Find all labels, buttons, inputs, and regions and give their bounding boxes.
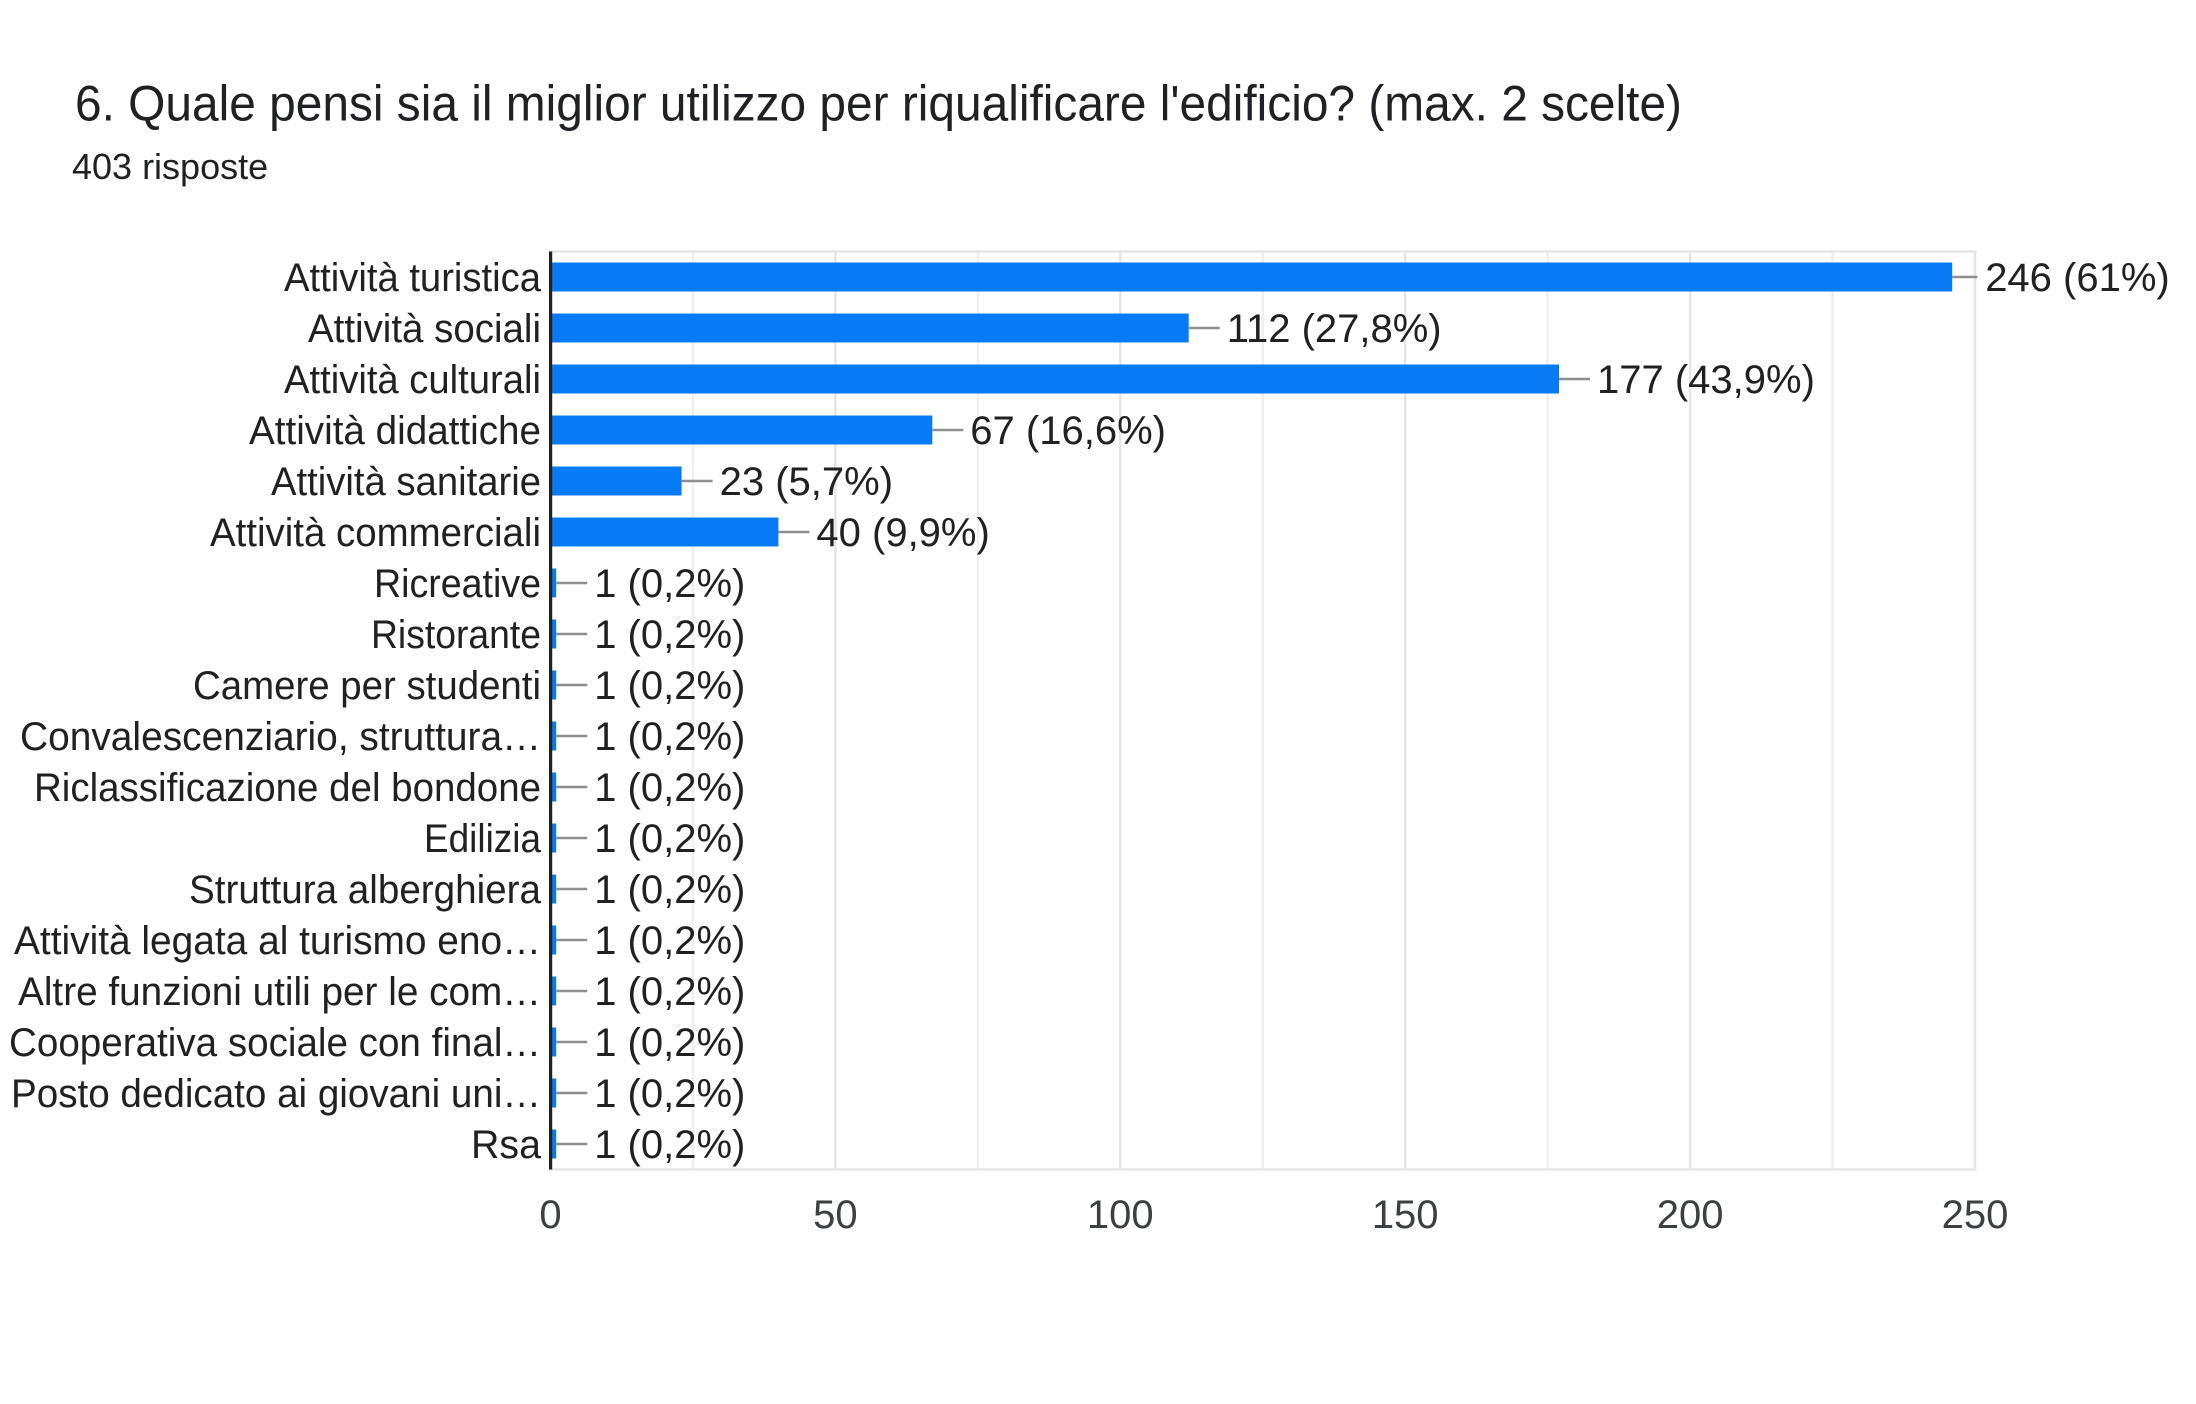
svg-text:Convalescenziario, struttura…: Convalescenziario, struttura… [20, 715, 541, 759]
svg-text:1 (0,2%): 1 (0,2%) [594, 664, 745, 708]
svg-text:0: 0 [539, 1193, 561, 1237]
svg-text:Attività culturali: Attività culturali [284, 358, 541, 402]
svg-text:Ristorante: Ristorante [371, 613, 541, 657]
svg-text:1 (0,2%): 1 (0,2%) [594, 919, 745, 963]
svg-text:Attività sociali: Attività sociali [308, 307, 541, 351]
svg-text:403 risposte: 403 risposte [72, 146, 268, 187]
svg-text:1 (0,2%): 1 (0,2%) [594, 613, 745, 657]
svg-text:67 (16,6%): 67 (16,6%) [970, 409, 1166, 453]
svg-text:Ricreative: Ricreative [374, 562, 541, 606]
svg-text:50: 50 [813, 1193, 858, 1237]
svg-text:112 (27,8%): 112 (27,8%) [1227, 307, 1442, 351]
svg-text:Attività turistica: Attività turistica [284, 256, 542, 300]
svg-text:Posto dedicato ai giovani uni…: Posto dedicato ai giovani uni… [11, 1072, 541, 1116]
svg-text:1 (0,2%): 1 (0,2%) [594, 1123, 745, 1167]
svg-text:Struttura alberghiera: Struttura alberghiera [189, 868, 542, 912]
svg-text:177 (43,9%): 177 (43,9%) [1597, 358, 1815, 402]
svg-text:1 (0,2%): 1 (0,2%) [594, 970, 745, 1014]
svg-text:1 (0,2%): 1 (0,2%) [594, 1072, 745, 1116]
svg-text:Attività sanitarie: Attività sanitarie [271, 460, 541, 504]
svg-text:Attività legata al turismo eno: Attività legata al turismo eno… [14, 919, 541, 963]
svg-text:1 (0,2%): 1 (0,2%) [594, 766, 745, 810]
svg-text:6. Quale pensi sia il miglior: 6. Quale pensi sia il miglior utilizzo p… [75, 76, 1682, 132]
svg-text:Attività commerciali: Attività commerciali [210, 511, 541, 555]
svg-text:246 (61%): 246 (61%) [1985, 256, 2170, 300]
svg-text:150: 150 [1372, 1193, 1439, 1237]
svg-text:Attività didattiche: Attività didattiche [249, 409, 541, 453]
svg-text:Cooperativa sociale con final…: Cooperativa sociale con final… [9, 1021, 541, 1065]
svg-text:Riclassificazione del bondone: Riclassificazione del bondone [34, 766, 541, 810]
svg-text:1 (0,2%): 1 (0,2%) [594, 562, 745, 606]
svg-text:Altre funzioni utili per le co: Altre funzioni utili per le com… [18, 970, 541, 1014]
svg-text:200: 200 [1657, 1193, 1724, 1237]
svg-text:1 (0,2%): 1 (0,2%) [594, 817, 745, 861]
svg-text:1 (0,2%): 1 (0,2%) [594, 1021, 745, 1065]
svg-text:100: 100 [1087, 1193, 1154, 1237]
svg-text:Edilizia: Edilizia [424, 817, 542, 861]
svg-text:Rsa: Rsa [471, 1123, 542, 1167]
svg-text:40 (9,9%): 40 (9,9%) [816, 511, 989, 555]
svg-text:23 (5,7%): 23 (5,7%) [720, 460, 893, 504]
svg-text:250: 250 [1942, 1193, 2009, 1237]
svg-text:1 (0,2%): 1 (0,2%) [594, 868, 745, 912]
svg-text:1 (0,2%): 1 (0,2%) [594, 715, 745, 759]
svg-text:Camere per studenti: Camere per studenti [193, 664, 541, 708]
